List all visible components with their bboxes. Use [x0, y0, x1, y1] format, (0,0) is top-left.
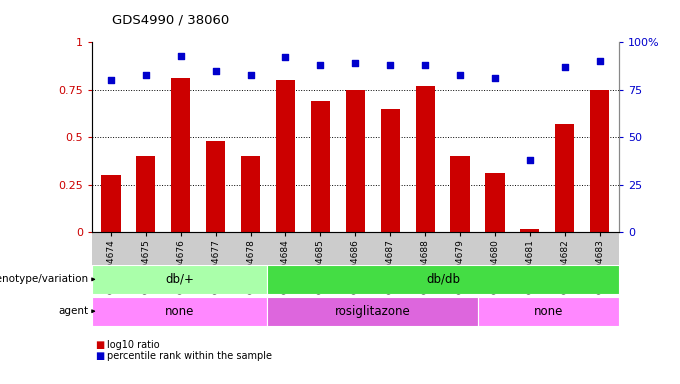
Point: [175, 53, 186, 59]
Text: GDS4990 / 38060: GDS4990 / 38060: [112, 14, 229, 27]
Bar: [555, 124, 575, 232]
Text: ■: ■: [95, 340, 105, 350]
Point: [105, 77, 116, 83]
Bar: [345, 90, 365, 232]
Bar: [267, 297, 478, 326]
Point: [420, 62, 430, 68]
Point: [210, 68, 221, 74]
Point: [385, 62, 396, 68]
Bar: [267, 265, 619, 294]
Bar: [311, 101, 330, 232]
Point: [280, 55, 291, 61]
Point: [315, 62, 326, 68]
Bar: [450, 156, 470, 232]
Bar: [136, 156, 156, 232]
Bar: [520, 228, 539, 232]
Bar: [478, 297, 619, 326]
Point: [559, 64, 570, 70]
Bar: [206, 141, 225, 232]
Text: none: none: [165, 305, 194, 318]
Bar: [101, 175, 120, 232]
Bar: [241, 156, 260, 232]
Text: rosiglitazone: rosiglitazone: [335, 305, 411, 318]
Point: [141, 71, 152, 78]
Bar: [381, 109, 400, 232]
Point: [594, 58, 605, 65]
Point: [350, 60, 360, 66]
Text: db/+: db/+: [165, 273, 194, 286]
Bar: [486, 174, 505, 232]
Bar: [590, 90, 609, 232]
Text: genotype/variation: genotype/variation: [0, 274, 88, 285]
Text: agent: agent: [58, 306, 88, 316]
Point: [454, 71, 465, 78]
Text: ■: ■: [95, 351, 105, 361]
Bar: [276, 80, 295, 232]
Point: [245, 71, 256, 78]
Bar: [92, 265, 267, 294]
Text: log10 ratio: log10 ratio: [107, 340, 159, 350]
Text: db/db: db/db: [426, 273, 460, 286]
Bar: [415, 86, 435, 232]
Point: [490, 75, 500, 81]
Text: none: none: [534, 305, 563, 318]
Bar: [171, 78, 190, 232]
Bar: [92, 297, 267, 326]
Point: [524, 157, 535, 163]
Text: percentile rank within the sample: percentile rank within the sample: [107, 351, 272, 361]
